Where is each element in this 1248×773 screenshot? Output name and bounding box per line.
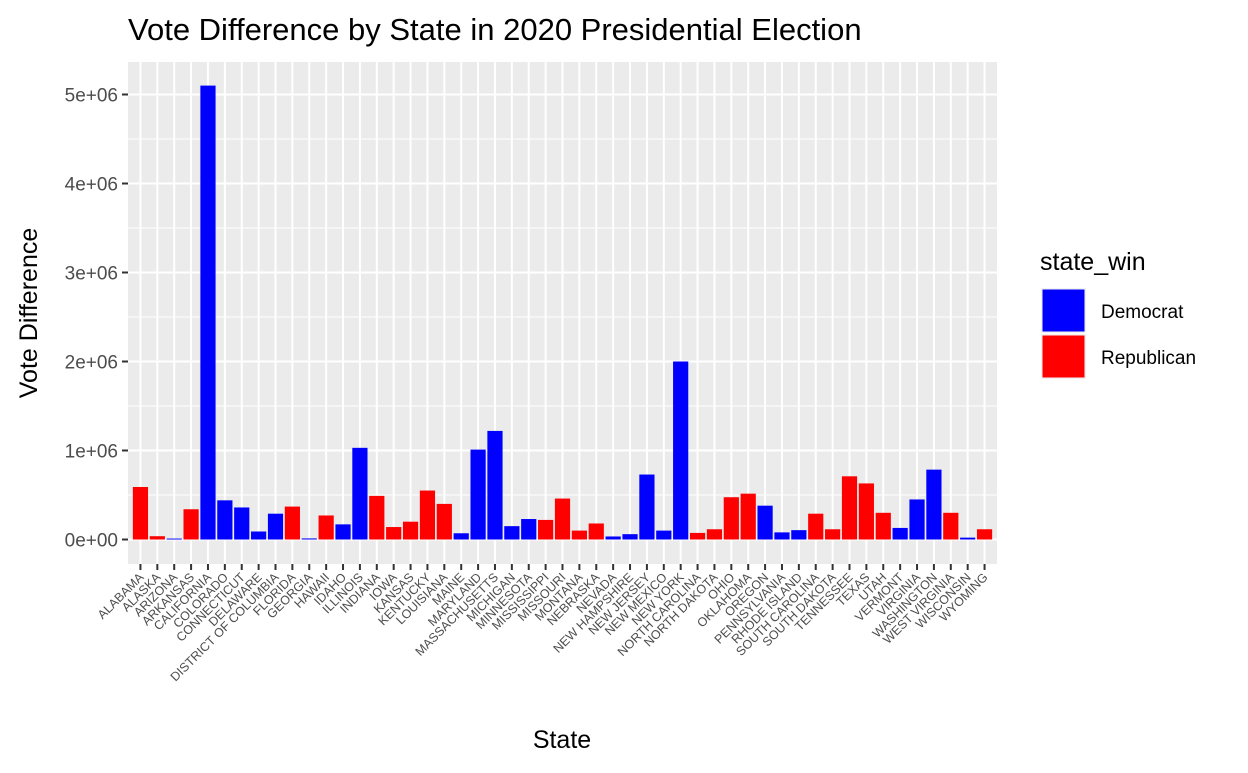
legend: state_win Democrat Republican [1040,248,1196,379]
bar [538,519,554,540]
bar [267,513,284,540]
y-tick-label: 3e+06 [65,264,118,285]
bar [554,498,571,540]
bar [875,512,891,540]
bar [301,538,317,540]
bar [200,85,216,540]
bar [976,529,993,540]
bar [436,503,452,540]
y-axis: 0e+00 1e+06 2e+06 3e+06 4e+06 5e+06 [65,86,128,552]
bar [352,447,368,540]
y-tick-label: 2e+06 [65,353,118,374]
bar [808,513,824,540]
bar [892,527,908,540]
legend-items: Democrat Republican [1041,288,1196,379]
bar [521,519,537,540]
bar [470,449,486,540]
bar [419,490,436,540]
bar [453,533,469,540]
bar [166,538,182,540]
bar [234,507,250,540]
bar [504,526,520,540]
bar [571,530,587,540]
y-tick-label: 4e+06 [65,175,118,196]
bar [943,512,959,540]
bar [284,506,300,540]
y-axis-title: Vote Difference [15,228,43,398]
bar [183,509,199,540]
bars [132,85,993,540]
bar [402,521,419,540]
bar [791,530,807,540]
bar [639,474,655,540]
bar [318,515,334,540]
bar [757,505,773,540]
legend-label: Democrat [1101,302,1184,323]
legend-label: Republican [1101,348,1196,369]
bar [774,532,790,540]
x-axis-title: State [533,726,591,754]
bar [673,361,689,540]
y-tick-label: 0e+00 [65,531,118,552]
bar [386,527,402,540]
bar [960,537,976,540]
bar [588,523,604,540]
bar [740,493,756,540]
bar [335,524,351,540]
bar [825,529,841,540]
bar [149,536,165,540]
bar [706,529,723,540]
legend-swatch [1042,335,1085,378]
bar [723,497,739,540]
legend-title: state_win [1040,248,1146,276]
y-tick-label: 5e+06 [65,86,118,107]
legend-swatch [1042,289,1085,332]
bar [841,476,858,540]
x-axis: ALABAMAALASKAARIZONAARKANSASCALIFORNIACO… [95,564,991,684]
bar [689,532,706,540]
bar [369,495,385,540]
bar [217,500,233,540]
bar [251,531,267,540]
y-tick-label: 1e+06 [65,442,118,463]
bar [487,430,503,540]
bar [605,536,621,540]
bar [622,534,638,540]
bar [656,530,672,540]
bar [926,469,942,540]
bar [132,486,149,540]
bar [858,483,874,540]
chart-title: Vote Difference by State in 2020 Preside… [128,12,862,47]
bar [909,499,925,540]
